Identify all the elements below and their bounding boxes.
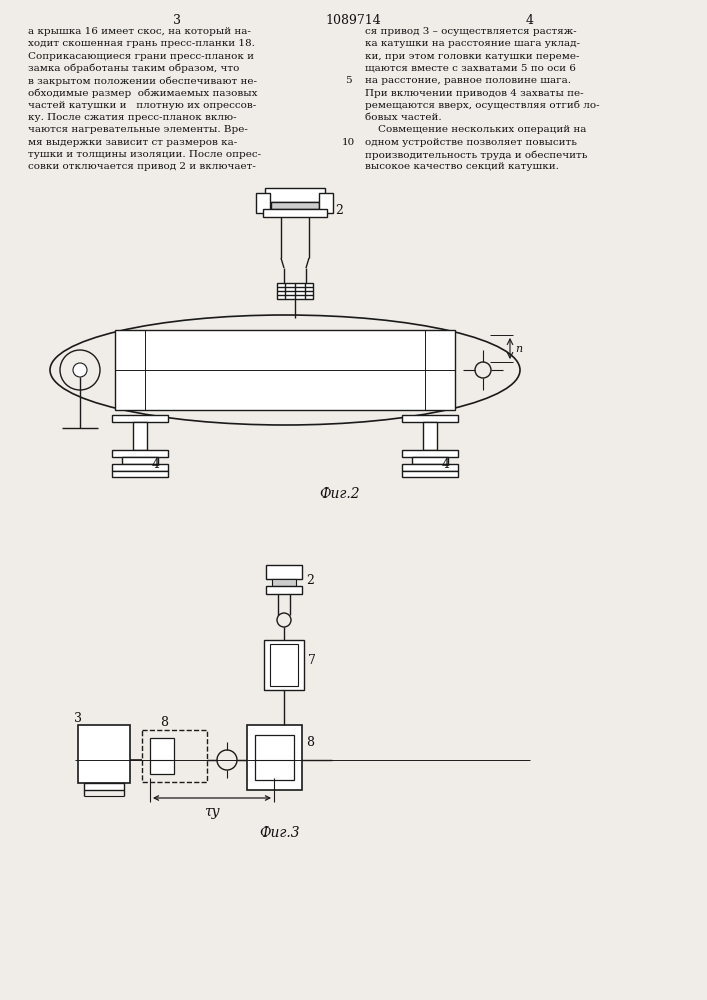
Bar [112,415,168,422]
Text: 2: 2 [335,204,343,217]
Text: замка обработаны таким образом, что: замка обработаны таким образом, что [28,64,240,73]
Bar [122,457,158,464]
Text: n: n [515,344,522,354]
Text: Фиг.3: Фиг.3 [259,826,300,840]
Bar [264,640,304,690]
Bar [266,565,302,579]
Text: обходимые размер  обжимаемых пазовых: обходимые размер обжимаемых пазовых [28,89,257,98]
Bar [402,450,458,457]
Bar [402,415,458,422]
Bar [272,579,296,586]
Text: ходит скошенная грань пресс-планки 18.: ходит скошенная грань пресс-планки 18. [28,39,255,48]
Bar [78,725,130,783]
Text: ка катушки на расстояние шага уклад-: ка катушки на расстояние шага уклад- [365,39,580,48]
Text: 3: 3 [173,14,181,27]
Bar [412,457,448,464]
Bar [247,725,302,790]
Bar [402,471,458,477]
Text: высокое качество секций катушки.: высокое качество секций катушки. [365,162,559,171]
Bar [402,464,458,471]
Text: частей катушки и   плотную их опрессов-: частей катушки и плотную их опрессов- [28,101,256,110]
Text: в закрытом положении обеспечивают не-: в закрытом положении обеспечивают не- [28,76,257,86]
Text: 1089714: 1089714 [325,14,381,27]
Bar [115,330,455,410]
Text: совки отключается привод 2 и включает-: совки отключается привод 2 и включает- [28,162,256,171]
Bar [256,193,270,213]
Bar [150,738,174,774]
Bar [270,644,298,686]
Text: При включении приводов 4 захваты пе-: При включении приводов 4 захваты пе- [365,89,583,98]
Bar [255,735,294,780]
Bar [265,188,325,202]
Text: на расстоние, равное половине шага.: на расстоние, равное половине шага. [365,76,571,85]
Text: бовых частей.: бовых частей. [365,113,442,122]
Text: тушки и толщины изоляции. После опрес-: тушки и толщины изоляции. После опрес- [28,150,261,159]
Bar [277,283,313,299]
Bar [112,471,168,477]
Text: Фиг.2: Фиг.2 [320,487,361,501]
Text: Совмещение нескольких операций на: Совмещение нескольких операций на [365,125,586,134]
Text: ки, при этом головки катушки переме-: ки, при этом головки катушки переме- [365,52,580,61]
Text: 8: 8 [306,736,314,750]
Bar [271,202,319,209]
Text: 3: 3 [74,712,82,726]
Bar [319,193,333,213]
Text: 4: 4 [442,458,450,472]
Text: 8: 8 [160,716,168,728]
Text: 10: 10 [341,138,355,147]
Text: 2: 2 [306,574,314,587]
Text: 4: 4 [152,458,160,472]
Bar [142,730,207,782]
Text: Соприкасающиеся грани пресс-планок и: Соприкасающиеся грани пресс-планок и [28,52,254,61]
Text: 4: 4 [526,14,534,27]
Bar [263,209,327,217]
Text: 5: 5 [345,76,351,85]
Bar [84,783,124,790]
Text: ку. После сжатия пресс-планок вклю-: ку. После сжатия пресс-планок вклю- [28,113,237,122]
Bar [266,586,302,594]
Text: чаются нагревательные элементы. Вре-: чаются нагревательные элементы. Вре- [28,125,248,134]
Bar [112,464,168,471]
Bar [133,422,147,450]
Text: производительность труда и обеспечить: производительность труда и обеспечить [365,150,588,159]
Text: τу: τу [204,805,220,819]
Bar [423,422,437,450]
Text: ремещаются вверх, осуществляя отгиб ло-: ремещаются вверх, осуществляя отгиб ло- [365,101,600,110]
Circle shape [73,363,87,377]
Text: а крышка 16 имеет скос, на который на-: а крышка 16 имеет скос, на который на- [28,27,251,36]
Text: одном устройстве позволяет повысить: одном устройстве позволяет повысить [365,138,577,147]
Text: щаются вместе с захватами 5 по оси 6: щаются вместе с захватами 5 по оси 6 [365,64,576,73]
Text: ся привод 3 – осуществляется растяж-: ся привод 3 – осуществляется растяж- [365,27,577,36]
Text: мя выдержки зависит ст размеров ка-: мя выдержки зависит ст размеров ка- [28,138,238,147]
Text: 7: 7 [308,654,316,666]
Bar [112,450,168,457]
